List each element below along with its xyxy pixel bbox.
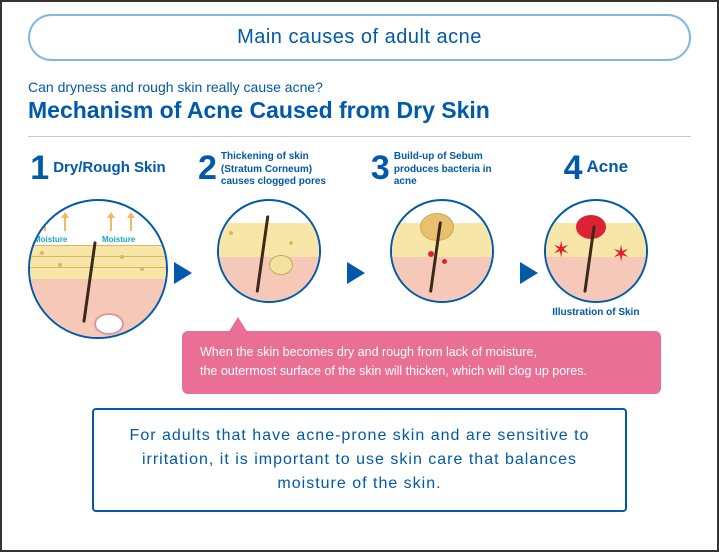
callout-line2: the outermost surface of the skin will t… xyxy=(200,362,643,381)
step-4-num: 4 xyxy=(564,151,583,185)
steps-row: 1 Dry/Rough Skin Moisture Moisture xyxy=(28,151,699,339)
divider xyxy=(28,136,691,137)
step-2-label: Thickening of skin (Stratum Corneum) cau… xyxy=(221,151,341,189)
step-3-label: Build-up of Sebum produces bacteria in a… xyxy=(394,151,514,189)
step-1: 1 Dry/Rough Skin Moisture Moisture xyxy=(28,151,168,339)
arrow-icon xyxy=(347,262,365,284)
subhead: Can dryness and rough skin really cause … xyxy=(28,79,691,124)
step-2-illustration xyxy=(217,199,321,303)
step-3-num: 3 xyxy=(371,151,390,185)
callout-bubble: When the skin becomes dry and rough from… xyxy=(182,331,661,394)
callout-line1: When the skin becomes dry and rough from… xyxy=(200,343,643,362)
step-2: 2 Thickening of skin (Stratum Corneum) c… xyxy=(198,151,341,303)
summary-box: For adults that have acne-prone skin and… xyxy=(92,408,627,512)
step-1-num: 1 xyxy=(30,151,49,185)
step-4-label: Acne xyxy=(587,157,629,177)
arrow-icon xyxy=(520,262,538,284)
illustration-caption: Illustration of Skin xyxy=(552,307,639,318)
step-3: 3 Build-up of Sebum produces bacteria in… xyxy=(371,151,514,303)
moisture-label: Moisture xyxy=(34,235,67,244)
header-pill: Main causes of adult acne xyxy=(28,14,691,61)
step-1-illustration: Moisture Moisture xyxy=(28,199,168,339)
step-4-illustration: ✶ ✶ xyxy=(544,199,648,303)
step-2-num: 2 xyxy=(198,151,217,185)
moisture-label: Moisture xyxy=(102,235,135,244)
step-2-head: 2 Thickening of skin (Stratum Corneum) c… xyxy=(198,151,341,195)
step-1-head: 1 Dry/Rough Skin xyxy=(30,151,165,195)
summary-text: For adults that have acne-prone skin and… xyxy=(130,427,590,492)
subhead-question: Can dryness and rough skin really cause … xyxy=(28,79,691,95)
step-1-label: Dry/Rough Skin xyxy=(53,159,166,176)
header-title: Main causes of adult acne xyxy=(237,26,482,48)
step-3-head: 3 Build-up of Sebum produces bacteria in… xyxy=(371,151,514,195)
arrow-icon xyxy=(174,262,192,284)
step-3-illustration xyxy=(390,199,494,303)
step-4-head: 4 Acne xyxy=(564,151,629,195)
inflam-icon: ✶ xyxy=(552,237,570,263)
subhead-title: Mechanism of Acne Caused from Dry Skin xyxy=(28,97,691,124)
step-4: 4 Acne ✶ ✶ Illustration of Skin xyxy=(544,151,648,318)
inflam-icon: ✶ xyxy=(612,241,630,267)
